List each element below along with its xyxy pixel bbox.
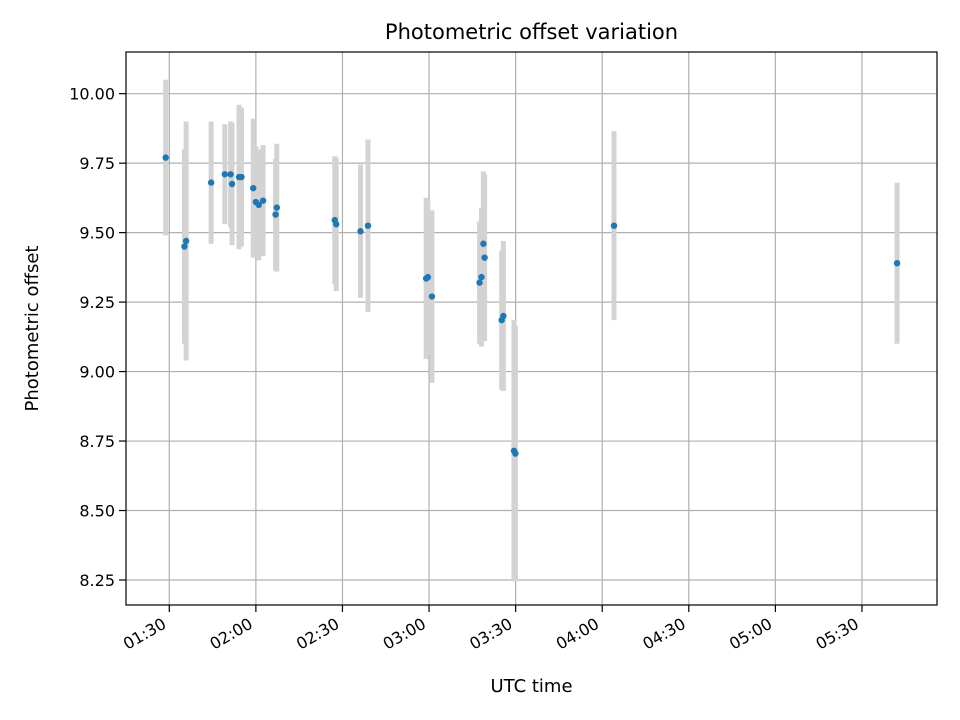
data-point	[162, 154, 169, 161]
data-point	[259, 197, 267, 204]
data-point	[428, 293, 436, 300]
y-tick-label: 8.25	[79, 571, 115, 590]
chart-title: Photometric offset variation	[385, 20, 678, 44]
data-point	[227, 171, 234, 178]
data-point	[238, 173, 245, 181]
y-tick-label: 8.50	[79, 502, 115, 521]
grid-lines	[126, 52, 937, 605]
y-tick-label: 9.25	[79, 293, 115, 312]
data-point	[357, 228, 364, 235]
data-point	[255, 201, 262, 209]
data-point	[610, 222, 618, 229]
data-point	[181, 243, 188, 250]
data-point	[364, 222, 372, 229]
y-axis-label: Photometric offset	[22, 246, 43, 412]
data-point	[476, 279, 483, 286]
data-point	[424, 273, 432, 281]
data-point	[221, 171, 229, 178]
x-axis-label: UTC time	[490, 676, 572, 697]
y-tick-label: 9.00	[79, 363, 115, 382]
data-point	[478, 273, 485, 281]
data-point	[207, 179, 215, 186]
data-point	[228, 180, 236, 188]
data-point	[500, 312, 507, 320]
data-point	[182, 237, 190, 245]
y-tick-label: 8.75	[79, 432, 115, 451]
data-point	[481, 254, 488, 261]
data-point	[273, 204, 280, 211]
data-point	[893, 259, 901, 267]
data-point	[333, 221, 340, 228]
data-points	[162, 154, 901, 457]
y-tick-label: 9.50	[79, 224, 115, 243]
y-tick-label: 10.00	[69, 85, 115, 104]
plot-frame	[125, 51, 938, 606]
data-point	[480, 240, 487, 247]
data-point	[250, 184, 257, 192]
data-point	[512, 450, 519, 457]
data-point	[272, 211, 279, 218]
y-tick-label: 9.75	[79, 154, 115, 173]
y-axis-ticks: 8.25 8.50 8.75 9.00 9.25 9.50 9.75 10.00	[69, 85, 126, 590]
